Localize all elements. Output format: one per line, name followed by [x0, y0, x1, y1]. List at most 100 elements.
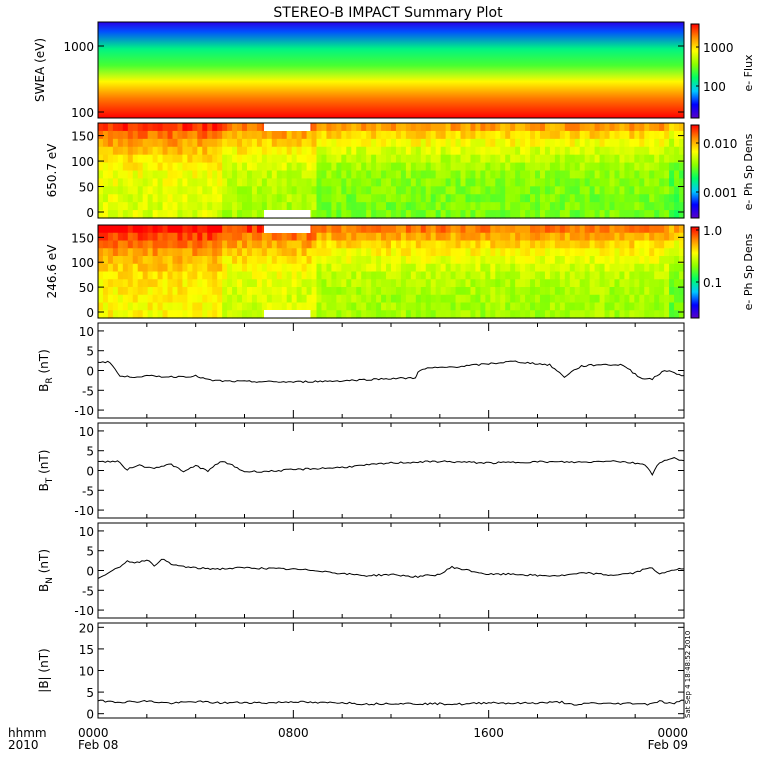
pa246-cell — [554, 232, 561, 242]
pa650-cell — [460, 210, 467, 219]
pa246-cell — [306, 248, 313, 257]
pa246-cell — [281, 287, 288, 296]
pa246-cell — [132, 256, 139, 265]
pa246-cell — [107, 225, 114, 234]
x-tick-label-time: 0000 — [657, 726, 688, 740]
pa246-cell — [152, 240, 159, 249]
pa650-cell — [564, 202, 571, 211]
pa246-cell — [535, 225, 541, 234]
pa650-cell — [321, 178, 328, 187]
pa650-cell — [182, 170, 188, 180]
pa650-cell — [122, 186, 129, 195]
pa650-cell — [405, 178, 412, 187]
pa650-cell — [460, 146, 467, 156]
pa246-cell — [564, 263, 571, 273]
pa246-cell — [242, 248, 248, 257]
pa246-cell — [276, 302, 283, 311]
pa246-cell — [321, 287, 328, 296]
pa650-cell — [569, 202, 576, 211]
pa650-cell — [251, 178, 258, 187]
pa246-cell — [420, 232, 427, 242]
pa246-cell — [604, 294, 611, 304]
swea-ylabel: SWEA (eV) — [33, 38, 47, 102]
pa246-cell — [261, 263, 268, 273]
pa650-colorbar-tick-label: 0.001 — [703, 186, 737, 200]
pa650-cell — [167, 162, 174, 172]
pa246-cell — [256, 248, 263, 257]
pa246-cell — [112, 294, 119, 304]
pa246-cell — [346, 271, 352, 280]
pa246-cell — [182, 294, 188, 304]
pa650-cell — [182, 210, 188, 219]
pa246-cell — [574, 263, 581, 273]
pa650-cell — [232, 138, 238, 148]
swea-frame — [97, 21, 685, 119]
pa246-cell — [162, 302, 169, 311]
pa650-cell — [167, 138, 174, 148]
pa246-cell — [177, 225, 184, 234]
pa650-cell — [361, 123, 367, 132]
pa246-cell — [460, 279, 467, 288]
pa650-cell — [470, 162, 477, 172]
pa650-cell — [147, 162, 154, 172]
pa246-cell — [356, 302, 362, 311]
pa246-cell — [112, 240, 119, 249]
pa246-cell — [187, 263, 193, 273]
pa246-cell — [276, 279, 283, 288]
pa246-cell — [440, 302, 447, 311]
pa650-cell — [674, 170, 680, 180]
pa650-cell — [525, 186, 531, 195]
pa650-cell — [227, 194, 233, 203]
pa246-cell — [465, 271, 472, 280]
pa650-cell — [142, 170, 149, 180]
pa650-cell — [475, 154, 481, 164]
pa650-cell — [356, 186, 362, 195]
pa650-frame — [97, 122, 685, 219]
pa246-colorbar-label: e- Ph Sp Dens — [742, 233, 755, 310]
pa246-cell — [644, 225, 650, 234]
pa246-cell — [579, 294, 586, 304]
pa650-cell — [311, 123, 318, 132]
pa246-cell — [256, 263, 263, 273]
pa650-cell — [549, 202, 556, 211]
pa246-cell — [415, 279, 422, 288]
pa650-cell — [634, 170, 640, 180]
pa650-cell — [465, 194, 472, 203]
pa650-cell — [107, 170, 114, 180]
pa650-cell — [485, 186, 491, 195]
pa650-cell — [271, 130, 278, 140]
pa246-cell — [539, 271, 546, 280]
pa246-cell — [351, 263, 357, 273]
pa246-cell — [122, 271, 129, 280]
pa650-cell — [237, 202, 243, 211]
pa246-cell — [127, 302, 134, 311]
pa246-cell — [619, 248, 626, 257]
pa246-cell — [197, 310, 203, 319]
pa650-colorbar-tick-label: 0.010 — [703, 137, 737, 151]
pa246-cell — [306, 263, 313, 273]
pa246-cell — [197, 271, 203, 280]
pa650-cell — [346, 178, 352, 187]
pa650-cell — [614, 130, 621, 140]
pa650-cell — [281, 170, 288, 180]
pa650-cell — [316, 130, 323, 140]
pa246-cell — [644, 263, 650, 273]
pa650-cell — [376, 186, 382, 195]
pa246-cell — [152, 294, 159, 304]
pa246-cell — [400, 279, 407, 288]
pa246-cell — [137, 271, 144, 280]
pa650-cell — [271, 186, 278, 195]
pa650-cell — [465, 154, 472, 164]
pa650-cell — [172, 146, 179, 156]
bt-ytick-label: 10 — [79, 425, 94, 439]
pa246-cell — [445, 279, 452, 288]
pa650-cell — [376, 202, 382, 211]
pa650-cell — [470, 194, 477, 203]
pa650-cell — [644, 210, 650, 219]
pa650-cell — [246, 194, 253, 203]
pa246-cell — [515, 225, 521, 234]
pa246-cell — [465, 279, 472, 288]
pa650-cell — [445, 162, 452, 172]
pa650-cell — [286, 194, 293, 203]
pa246-cell — [142, 287, 149, 296]
